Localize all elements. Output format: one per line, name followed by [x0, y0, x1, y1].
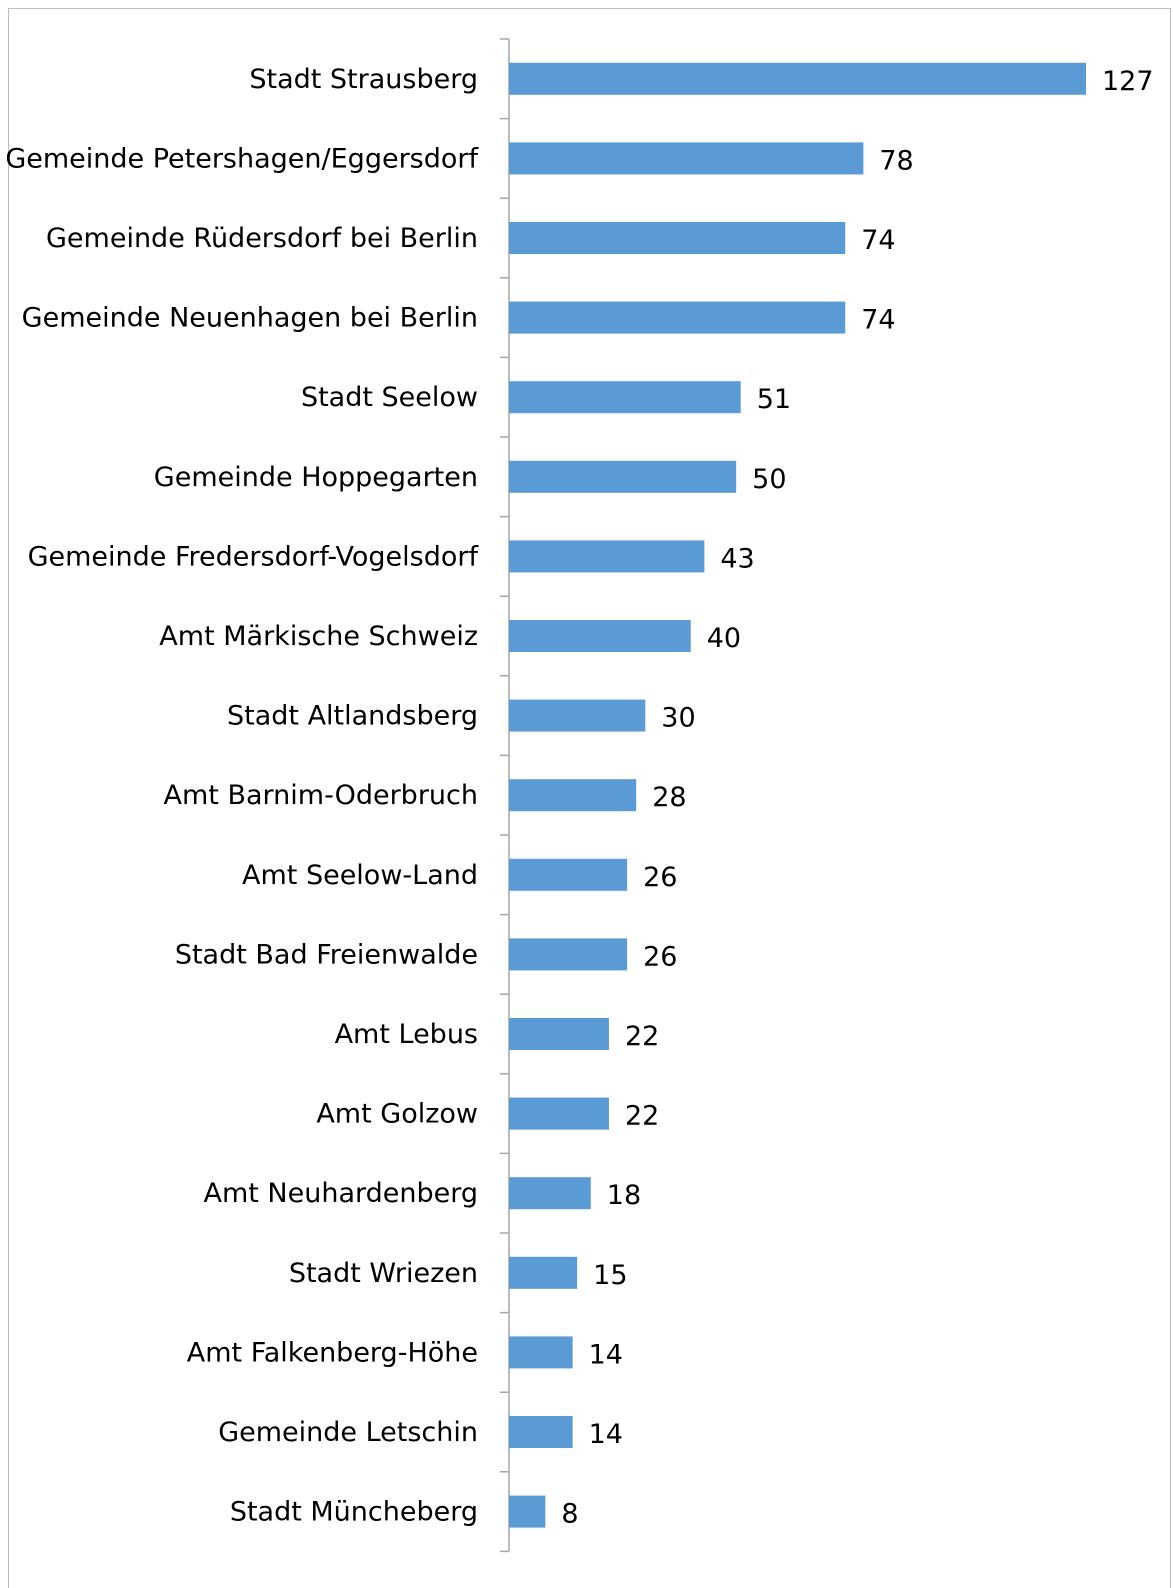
- data-label: 22: [625, 1101, 659, 1132]
- bar: [509, 938, 628, 971]
- bar: [509, 1018, 609, 1050]
- data-label: 15: [593, 1260, 627, 1291]
- data-label: 74: [861, 305, 895, 336]
- chart-frame: [8, 8, 1171, 1588]
- data-label: 28: [652, 782, 686, 813]
- category-label: Stadt Seelow: [301, 382, 478, 413]
- data-label: 8: [561, 1499, 578, 1530]
- category-label: Stadt Altlandsberg: [227, 701, 478, 732]
- bar: [509, 381, 741, 414]
- bar: [509, 1416, 573, 1448]
- category-label: Gemeinde Letschin: [218, 1417, 478, 1448]
- data-label: 26: [643, 941, 677, 972]
- labels-group: Stadt Strausberg 127 Gemeinde Petershagen/…: [5, 64, 1153, 1530]
- bars-group: [509, 62, 1086, 1528]
- bar: [509, 62, 1086, 95]
- data-label: 43: [720, 543, 754, 574]
- bar: [509, 1177, 591, 1210]
- data-label: 127: [1102, 66, 1154, 97]
- data-label: 78: [879, 145, 913, 176]
- bar: [509, 779, 637, 812]
- bar: [509, 540, 705, 573]
- category-label: Gemeinde Petershagen/Eggersdorf: [5, 143, 479, 174]
- data-label: 26: [643, 862, 677, 893]
- data-label: 40: [707, 623, 741, 654]
- data-label: 74: [861, 225, 895, 256]
- axis-group: [500, 38, 510, 1553]
- bar: [509, 1256, 578, 1289]
- category-label: Amt Golzow: [316, 1099, 478, 1130]
- category-label: Stadt Strausberg: [249, 64, 478, 95]
- bar: [509, 142, 864, 175]
- data-label: 30: [661, 703, 695, 734]
- category-label: Amt Märkische Schweiz: [159, 621, 478, 652]
- category-label: Amt Falkenberg-Höhe: [187, 1337, 478, 1368]
- category-label: Stadt Bad Freienwalde: [175, 939, 478, 970]
- data-label: 14: [589, 1419, 623, 1450]
- bar: [509, 301, 846, 334]
- category-label: Stadt Wriezen: [289, 1258, 478, 1289]
- bar: [509, 222, 846, 254]
- data-label: 51: [757, 384, 791, 415]
- category-label: Gemeinde Neuenhagen bei Berlin: [22, 303, 478, 334]
- bar: [509, 620, 691, 652]
- bar: [509, 1336, 573, 1369]
- category-label: Amt Neuhardenberg: [203, 1178, 478, 1209]
- bar: [509, 460, 737, 493]
- category-label: Amt Barnim-Oderbruch: [164, 780, 478, 811]
- category-label: Gemeinde Rüdersdorf bei Berlin: [46, 223, 478, 254]
- bar: [509, 858, 628, 891]
- bar: [509, 1495, 546, 1528]
- category-label: Stadt Müncheberg: [230, 1497, 478, 1528]
- category-label: Gemeinde Fredersdorf-Vogelsdorf: [28, 541, 480, 572]
- data-label: 50: [752, 464, 786, 495]
- data-label: 22: [625, 1021, 659, 1052]
- bar: [509, 699, 646, 732]
- data-label: 14: [589, 1339, 623, 1370]
- category-label: Amt Seelow-Land: [242, 860, 478, 891]
- bar: [509, 1097, 609, 1130]
- category-label: Amt Lebus: [335, 1019, 478, 1050]
- data-label: 18: [607, 1180, 641, 1211]
- category-label: Gemeinde Hoppegarten: [154, 462, 478, 493]
